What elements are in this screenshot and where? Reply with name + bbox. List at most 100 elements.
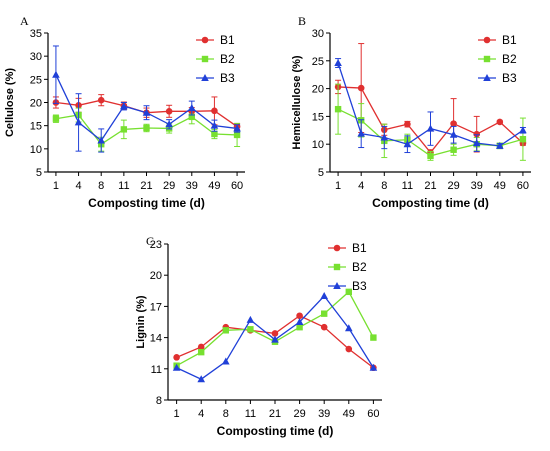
legend-label: B3	[352, 279, 367, 293]
data-point	[370, 334, 377, 341]
data-point	[172, 363, 181, 371]
legend-label: B1	[220, 33, 235, 47]
data-point	[187, 104, 196, 112]
data-point	[52, 70, 60, 78]
x-tick-label: 39	[318, 408, 330, 420]
x-tick-label: 4	[358, 180, 364, 192]
data-point	[165, 108, 173, 115]
x-tick-label: 8	[223, 408, 229, 420]
legend-item-b2: B2	[328, 260, 367, 274]
panel-letter-c: C	[146, 234, 154, 248]
legend-item-b2: B2	[478, 52, 517, 66]
legend-item-b3: B3	[196, 71, 235, 85]
data-point	[197, 375, 206, 383]
x-tick-label: 39	[186, 180, 198, 192]
x-tick-label: 11	[118, 180, 129, 192]
x-axis-label: Composting time (d)	[217, 424, 334, 438]
data-point	[345, 288, 352, 296]
legend-item-b1: B1	[478, 33, 517, 47]
legend-marker	[201, 55, 209, 63]
series-b2-line	[176, 290, 374, 367]
y-tick-label: 23	[150, 239, 162, 251]
data-point	[210, 121, 219, 129]
legend-marker	[483, 36, 491, 44]
x-tick-label: 4	[76, 180, 82, 192]
x-tick-label: 49	[494, 180, 506, 192]
series-b1	[173, 312, 377, 372]
x-tick-label: 11	[402, 180, 413, 192]
data-point	[233, 124, 241, 132]
data-point	[211, 130, 218, 138]
y-axis-label: Lignin (%)	[135, 295, 147, 348]
data-point	[404, 120, 411, 128]
data-point	[197, 343, 205, 351]
y-tick-label: 10	[30, 144, 42, 156]
data-point	[519, 135, 527, 143]
data-point	[450, 146, 457, 153]
x-tick-label: 60	[517, 180, 529, 192]
y-tick-label: 17	[150, 301, 162, 313]
x-tick-label: 8	[381, 180, 387, 192]
y-tick-label: 35	[30, 28, 42, 40]
chart-panel-a: A 5 10 15 20 25 30 35 1 4 8 11 21 29 39 49 60 Composting …	[4, 14, 245, 210]
legend-label: B2	[220, 52, 235, 66]
y-tick-label: 8	[156, 395, 162, 407]
x-tick-label: 49	[208, 180, 220, 192]
y-axis-label: Hemicellulose (%)	[291, 55, 303, 149]
data-point	[222, 357, 230, 365]
x-tick-label: 29	[163, 180, 175, 192]
x-tick-label: 60	[231, 180, 243, 192]
panel-letter-b: B	[298, 14, 306, 28]
legend-label: B2	[352, 260, 367, 274]
x-tick-label: 4	[198, 408, 204, 420]
legend-label: B1	[352, 241, 367, 255]
y-tick-label: 30	[30, 51, 42, 63]
data-point	[188, 113, 195, 121]
data-point	[142, 108, 151, 116]
x-tick-label: 29	[293, 408, 305, 420]
data-point	[295, 318, 304, 325]
x-tick-label: 8	[98, 180, 104, 192]
data-point	[52, 115, 60, 122]
x-tick-label: 21	[140, 180, 152, 192]
data-point	[271, 330, 279, 337]
legend-label: B3	[220, 71, 235, 85]
x-axis-label: Composting time (d)	[372, 196, 489, 210]
legend: B1 B2 B3	[196, 33, 235, 85]
x-tick-label: 1	[174, 408, 180, 420]
y-tick-label: 11	[151, 364, 162, 376]
data-point	[334, 59, 342, 67]
legend-item-b3: B3	[328, 279, 367, 293]
data-point	[473, 130, 481, 138]
y-tick-label: 25	[312, 56, 324, 68]
y-tick-label: 5	[36, 167, 42, 179]
data-point	[120, 102, 128, 110]
y-tick-label: 14	[150, 333, 162, 345]
y-tick-label: 25	[30, 74, 42, 86]
data-point	[472, 139, 481, 147]
panel-letter-a: A	[20, 14, 29, 28]
series-b3	[172, 292, 378, 383]
x-tick-label: 49	[343, 408, 355, 420]
chart-panel-b: B 5 10 15 20 25 30 1 4 8 11 21 29 39 49 60 Composting ti…	[291, 14, 531, 210]
y-axis-label: Cellulose (%)	[4, 68, 16, 137]
legend-marker	[483, 74, 491, 81]
data-point	[426, 124, 435, 132]
y-tick-label: 15	[312, 111, 324, 123]
data-point	[345, 345, 353, 353]
data-point	[97, 136, 106, 144]
data-point	[247, 326, 254, 333]
x-axis-label: Composting time (d)	[88, 196, 205, 210]
data-point	[496, 141, 504, 149]
data-point	[320, 323, 328, 331]
series-b2	[173, 288, 377, 369]
data-point	[403, 140, 412, 148]
data-point	[74, 118, 83, 126]
data-point	[369, 363, 378, 371]
x-tick-label: 1	[335, 180, 341, 192]
y-tick-label: 10	[312, 139, 324, 151]
legend-label: B1	[502, 33, 517, 47]
legend-item-b1: B1	[328, 241, 367, 255]
data-point	[173, 354, 180, 361]
